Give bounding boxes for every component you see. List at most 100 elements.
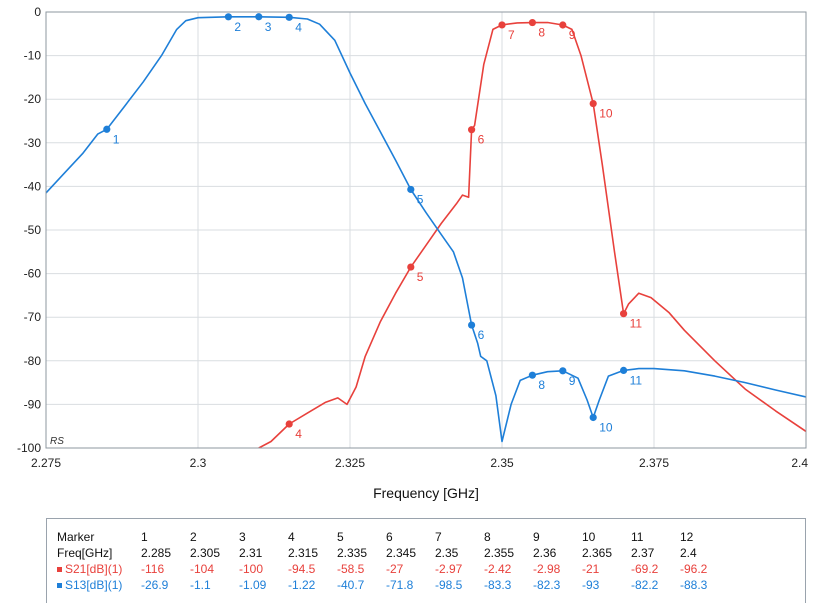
marker-number-cell: 3 (239, 530, 246, 544)
freq-cell: 2.355 (484, 546, 515, 560)
marker-label: 9 (569, 374, 576, 388)
marker-number-cell: 2 (190, 530, 197, 544)
freq-cell: 2.36 (533, 546, 557, 560)
s13-value-cell: -26.9 (141, 578, 169, 592)
freq-cell: 2.305 (190, 546, 221, 560)
marker-point (407, 185, 415, 194)
y-tick-label: 0 (34, 5, 41, 19)
s21-row-label: S21[dB](1) (57, 561, 141, 577)
s13-value-cell: -83.3 (484, 578, 512, 592)
marker-label: 10 (599, 420, 613, 434)
marker-number-cell: 4 (288, 530, 295, 544)
s21-label-text: S21[dB](1) (65, 562, 123, 576)
s21-value-cell: -21 (582, 562, 600, 576)
freq-cell: 2.335 (337, 546, 368, 560)
x-axis-label: Frequency [GHz] (373, 485, 479, 501)
y-tick-label: -60 (24, 267, 42, 281)
plot-frame (45, 11, 807, 449)
marker-point (498, 21, 506, 29)
marker-point (559, 21, 567, 29)
marker-point (103, 125, 111, 133)
marker-point (620, 366, 628, 374)
s21-row: S21[dB](1) -116 -104 -100 -94.5 -58.5 -27 -2.9… (57, 561, 729, 577)
y-tick-label: -40 (24, 179, 42, 193)
freq-cell: 2.285 (141, 546, 172, 560)
freq-cell: 2.37 (631, 546, 655, 560)
freq-cell: 2.365 (582, 546, 613, 560)
marker-label: 4 (295, 427, 302, 441)
freq-cell: 2.345 (386, 546, 417, 560)
marker-point (528, 371, 537, 379)
s13-row-label: S13[dB](1) (57, 577, 141, 593)
s21-value-cell: -2.98 (533, 562, 561, 576)
s21-value-cell: -2.97 (435, 562, 463, 576)
y-tick-label: -50 (24, 223, 42, 237)
freq-row-label: Freq[GHz] (57, 546, 113, 560)
s21-value-cell: -100 (239, 562, 264, 576)
marker-number-cell: 5 (337, 530, 344, 544)
s21-value-cell: -69.2 (631, 562, 659, 576)
y-tick-label: -10 (24, 49, 42, 63)
marker-point (285, 13, 293, 21)
marker-point (255, 13, 263, 21)
marker-label: 11 (630, 317, 643, 331)
s13-swatch (57, 583, 62, 589)
x-tick-label: 2.3 (190, 456, 207, 470)
marker-label: 11 (630, 373, 643, 387)
s13-value-cell: -40.7 (337, 578, 365, 592)
marker-label: 8 (538, 26, 545, 40)
s13-row: S13[dB](1) -26.9 -1.1 -1.09 -1.22 -40.7 -71.8… (57, 577, 729, 593)
marker-number-cell: 11 (631, 530, 644, 544)
s13-value-cell: -1.1 (190, 578, 211, 592)
chart: 0-10-20-30-40-50-60-70-80-90-100 2.275 2.… (17, 5, 808, 501)
marker-label: 6 (478, 133, 485, 147)
marker-number-cell: 10 (582, 530, 596, 544)
s21-value-cell: -104 (190, 562, 215, 576)
y-tick-label: -30 (24, 136, 42, 150)
marker-label: 8 (538, 378, 545, 392)
y-tick-label: -20 (24, 92, 42, 106)
s13-value-cell: -93 (582, 578, 600, 592)
marker-point (559, 367, 567, 375)
freq-cell: 2.4 (680, 546, 697, 560)
x-ticks: 2.275 2.3 2.325 2.35 2.375 2.4 (31, 456, 808, 470)
series-line-s21 (258, 21, 806, 448)
marker-label: 4 (295, 20, 302, 34)
s21-value-cell: -94.5 (288, 562, 316, 576)
marker-label: 1 (113, 132, 120, 146)
x-tick-label: 2.325 (335, 456, 365, 470)
s21-swatch (57, 567, 62, 573)
s13-value-cell: -1.09 (239, 578, 267, 592)
y-tick-label: -70 (24, 310, 42, 324)
marker-number-cell: 6 (386, 530, 393, 544)
s21-value-cell: -27 (386, 562, 404, 576)
freq-row: Freq[GHz] 2.285 2.305 2.31 2.315 2.335 2.345 2… (57, 545, 729, 561)
freq-cell: 2.31 (239, 546, 263, 560)
s13-value-cell: -98.5 (435, 578, 463, 592)
marker-table: Marker 1 2 3 4 5 6 7 8 9 10 11 12 Freq[GHz] 2.285 2.… (46, 518, 806, 603)
series-layer (46, 16, 806, 448)
marker-header-label: Marker (57, 530, 95, 544)
marker-point (468, 126, 476, 134)
marker-point (224, 13, 232, 21)
corner-label: RS (50, 436, 64, 447)
s21-value-cell: -96.2 (680, 562, 708, 576)
s13-value-cell: -71.8 (386, 578, 414, 592)
s13-value-cell: -1.22 (288, 578, 316, 592)
marker-label: 6 (478, 328, 485, 342)
s21-value-cell: -116 (141, 562, 165, 576)
y-tick-label: -80 (24, 354, 42, 368)
marker-number-cell: 12 (680, 530, 694, 544)
marker-point (528, 18, 537, 27)
freq-cell: 2.315 (288, 546, 319, 560)
marker-number-cell: 7 (435, 530, 442, 544)
freq-cell: 2.35 (435, 546, 459, 560)
s21-value-cell: -2.42 (484, 562, 512, 576)
marker-label: 5 (417, 270, 424, 284)
marker-label: 7 (508, 28, 515, 42)
x-tick-label: 2.375 (639, 456, 669, 470)
marker-header-row: Marker 1 2 3 4 5 6 7 8 9 10 11 12 (57, 529, 729, 545)
marker-point (285, 420, 293, 428)
s21-value-cell: -58.5 (337, 562, 365, 576)
